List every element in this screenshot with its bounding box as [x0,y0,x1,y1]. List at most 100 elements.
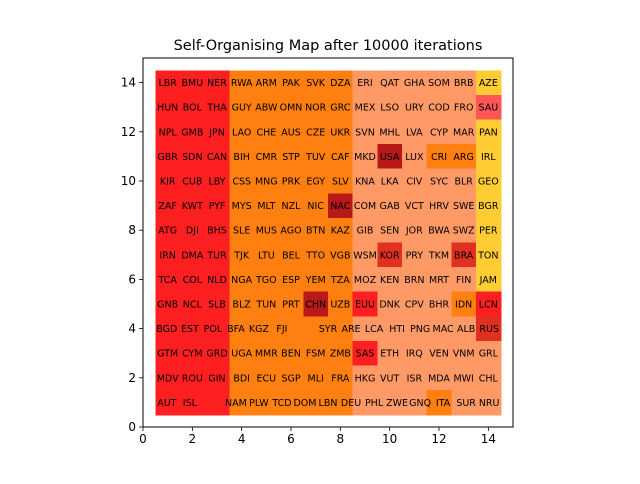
heatmap-cell [229,70,255,96]
heatmap-cell [229,291,255,317]
cell-label: NRU [479,398,500,409]
heatmap-cell [377,94,403,121]
cell-label: SLB [208,300,226,311]
cell-label: CYM [182,349,202,360]
heatmap-cell [180,316,206,342]
heatmap-cell [328,144,354,170]
heatmap-cell [278,267,304,293]
heatmap-cell [377,70,403,96]
heatmap-cell [303,242,329,268]
cell-label: MAR [453,127,475,138]
cell-label: TGO [255,275,277,286]
heatmap-cell [377,340,403,367]
heatmap-cell [155,144,181,170]
cell-label: COM [354,201,376,212]
heatmap-cell [204,217,230,244]
cell-label: MHL [379,127,400,138]
cell-label: ITA [436,398,451,409]
cell-label: TKM [428,250,449,261]
heatmap-cell [278,144,304,170]
cell-label: KIR [160,177,176,188]
heatmap-cell [180,267,206,293]
heatmap-cell [377,390,403,416]
heatmap-cell [254,291,280,317]
heatmap-cell [328,242,354,268]
heatmap-cell [328,316,354,342]
cell-label: ABW [255,103,278,114]
cell-label: GHA [404,78,426,89]
cell-label: BMU [181,78,203,89]
heatmap-cell [204,365,230,391]
cell-label: BHS [207,226,227,237]
heatmap-cell [352,70,378,96]
heatmap-cell [352,316,378,342]
cell-label: FRO [454,103,474,114]
cell-label: PRT [282,300,300,311]
heatmap-cell [303,94,329,121]
heatmap-cell [278,193,304,219]
heatmap-cell [476,217,502,244]
cell-label: EUU [355,300,375,311]
heatmap-cell [352,267,378,293]
heatmap-cell [451,94,477,121]
heatmap-cell [352,193,378,219]
heatmap-cell [180,365,206,391]
heatmap-cell [155,242,181,268]
cell-label: VCT [405,201,424,212]
heatmap-cell [229,193,255,219]
cell-label: HRV [429,201,449,212]
cell-label: IRN [159,250,176,261]
heatmap-cell [229,340,255,367]
cell-label: SOM [428,78,450,89]
heatmap-cell [229,242,255,268]
cell-label: FSM [306,349,326,360]
heatmap-cell [204,267,230,293]
heatmap-cell [180,340,206,367]
cell-label: RUS [479,324,499,335]
heatmap-cell [451,390,477,416]
heatmap-cell [451,316,477,342]
cell-label: NOR [305,103,327,114]
heatmap-cell [476,193,502,219]
heatmap-cell [229,217,255,244]
cell-label: MYS [232,201,252,212]
cell-label: HKG [355,373,376,384]
heatmap-cell [402,390,428,416]
cell-label: TZA [330,275,350,286]
heatmap-cell [278,94,304,121]
cell-label: TTO [305,250,325,261]
cell-label: NZL [282,201,302,212]
cell-label: VGB [330,250,350,261]
heatmap-cell [180,193,206,219]
cell-label: ISL [183,398,198,409]
heatmap-cells [155,70,502,416]
heatmap-cell [204,316,230,342]
heatmap-cell [402,365,428,391]
cell-label: GIN [208,373,225,384]
cell-label: LSO [380,103,399,114]
y-tick-label: 12 [121,125,136,139]
heatmap-cell [426,316,452,342]
cell-label: PER [479,226,498,237]
cell-label: BEL [282,250,301,261]
heatmap-cell [451,242,477,268]
heatmap-cell [204,94,230,121]
cell-label: KEN [380,275,399,286]
heatmap-cell [328,291,354,317]
heatmap-cell [402,144,428,170]
heatmap-cell [278,119,304,145]
cell-label: BLR [454,177,473,188]
cell-label: GRL [479,349,499,360]
cell-label: CSS [232,177,251,188]
cell-label: DOM [293,398,316,409]
heatmap-cell [229,119,255,145]
cell-label: LKA [381,177,399,188]
heatmap-cell [254,267,280,293]
heatmap-cell [155,291,181,317]
y-tick-label: 8 [128,223,136,237]
heatmap-cell [303,144,329,170]
heatmap-cell [254,340,280,367]
cell-label: JPN [208,127,225,138]
cell-label: WSM [353,250,377,261]
heatmap-cell [303,267,329,293]
